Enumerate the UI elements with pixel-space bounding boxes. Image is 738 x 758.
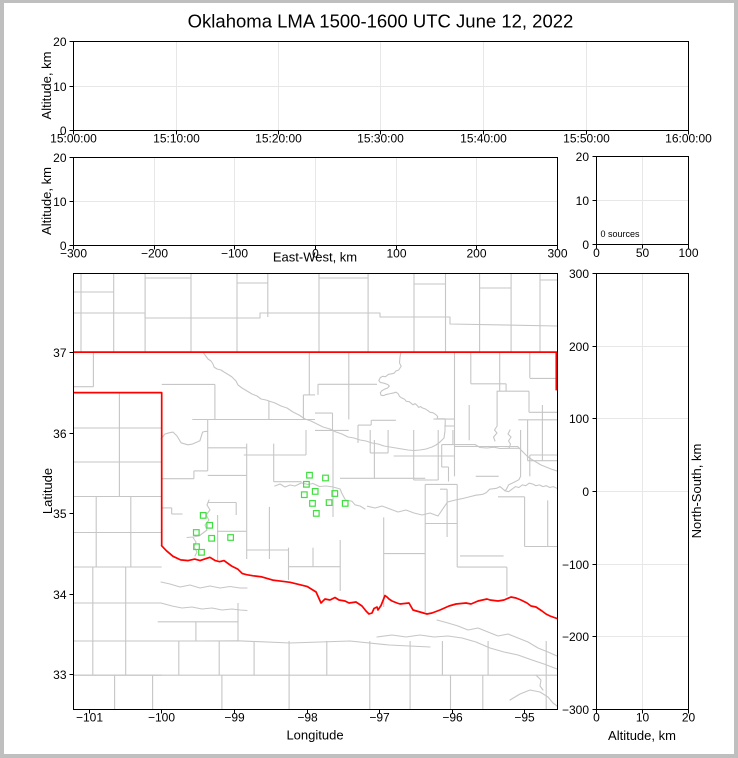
svg-text:20: 20 (682, 711, 696, 725)
svg-text:0: 0 (593, 246, 600, 260)
svg-text:−95: −95 (514, 711, 535, 725)
svg-text:Latitude: Latitude (40, 468, 55, 514)
svg-text:10: 10 (53, 80, 67, 94)
svg-text:−101: −101 (76, 711, 103, 725)
svg-text:−200: −200 (562, 630, 589, 644)
svg-text:0: 0 (582, 485, 589, 499)
svg-text:Altitude, km: Altitude, km (39, 167, 54, 235)
svg-text:0: 0 (593, 711, 600, 725)
svg-text:−100: −100 (221, 247, 248, 261)
svg-text:300: 300 (547, 247, 567, 261)
svg-text:−99: −99 (224, 711, 245, 725)
svg-text:300: 300 (569, 267, 589, 281)
svg-text:10: 10 (636, 711, 650, 725)
svg-text:0: 0 (582, 238, 589, 252)
svg-text:34: 34 (53, 588, 67, 602)
svg-text:Altitude, km: Altitude, km (608, 728, 676, 743)
svg-text:100: 100 (386, 247, 406, 261)
svg-text:0: 0 (60, 124, 67, 138)
svg-text:−96: −96 (442, 711, 463, 725)
svg-text:0: 0 (312, 247, 319, 261)
svg-text:36: 36 (53, 427, 67, 441)
svg-text:−97: −97 (369, 711, 390, 725)
svg-text:100: 100 (678, 246, 698, 260)
svg-text:20: 20 (53, 35, 67, 49)
svg-text:16:00:00: 16:00:00 (665, 132, 712, 146)
svg-text:10: 10 (53, 195, 67, 209)
svg-text:East-West, km: East-West, km (273, 250, 357, 265)
svg-text:200: 200 (569, 340, 589, 354)
svg-text:15:50:00: 15:50:00 (563, 132, 610, 146)
svg-text:15:20:00: 15:20:00 (255, 132, 302, 146)
svg-text:−300: −300 (562, 703, 589, 717)
svg-text:0 sources: 0 sources (601, 229, 641, 239)
svg-text:0: 0 (60, 239, 67, 253)
svg-text:Altitude, km: Altitude, km (39, 52, 54, 120)
svg-text:10: 10 (576, 194, 590, 208)
svg-text:100: 100 (569, 412, 589, 426)
svg-text:15:30:00: 15:30:00 (357, 132, 404, 146)
svg-text:37: 37 (53, 346, 67, 360)
svg-text:15:40:00: 15:40:00 (460, 132, 507, 146)
svg-text:Longitude: Longitude (286, 728, 343, 743)
svg-text:−100: −100 (148, 711, 175, 725)
svg-text:200: 200 (466, 247, 486, 261)
svg-text:35: 35 (53, 507, 67, 521)
svg-text:20: 20 (53, 151, 67, 165)
svg-text:−100: −100 (562, 558, 589, 572)
svg-text:North-South, km: North-South, km (689, 444, 704, 539)
svg-text:Oklahoma LMA 1500-1600 UTC Jun: Oklahoma LMA 1500-1600 UTC June 12, 2022 (188, 11, 574, 32)
svg-text:−200: −200 (141, 247, 168, 261)
svg-text:15:00:00: 15:00:00 (50, 132, 97, 146)
svg-text:−300: −300 (60, 247, 87, 261)
svg-text:15:10:00: 15:10:00 (153, 132, 200, 146)
svg-text:20: 20 (576, 150, 590, 164)
svg-text:50: 50 (636, 246, 650, 260)
svg-text:−98: −98 (297, 711, 318, 725)
svg-text:33: 33 (53, 668, 67, 682)
